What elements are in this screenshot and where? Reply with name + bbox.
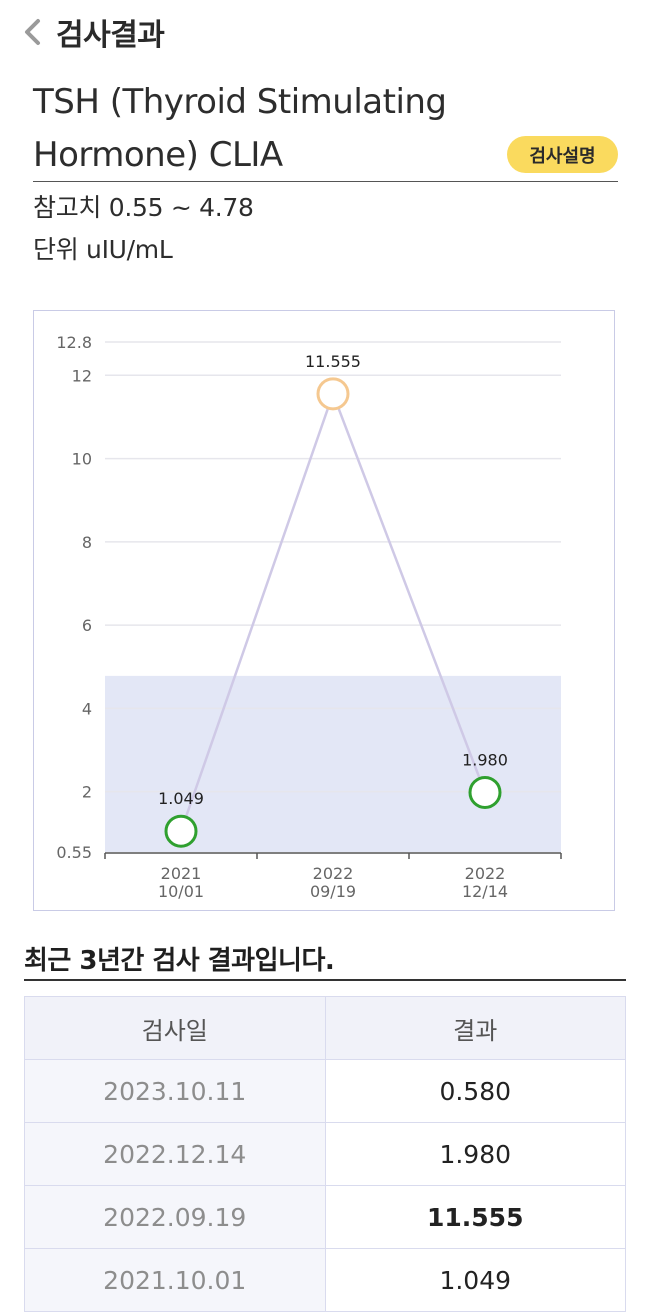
- data-point[interactable]: [164, 814, 198, 848]
- page-title: 검사결과: [56, 18, 165, 53]
- table-row: 2022.12.14 1.980: [24, 1122, 626, 1186]
- result-date-cell: 2022.09.19: [24, 1185, 326, 1249]
- table-row: 2021.10.01 1.049: [24, 1248, 626, 1312]
- result-value-cell: 1.980: [324, 1122, 626, 1186]
- result-date-cell: 2023.10.11: [24, 1059, 326, 1123]
- test-name: TSH (Thyroid Stimulating Hormone) CLIA: [33, 76, 503, 182]
- test-description-button[interactable]: 검사설명: [507, 136, 618, 173]
- y-tick-label: 6: [82, 616, 92, 635]
- table-row: 2022.09.19 11.555: [24, 1185, 626, 1249]
- result-date-cell: 2021.10.01: [24, 1248, 326, 1312]
- header: 검사결과: [0, 0, 648, 64]
- x-tick-label-year: 2021: [161, 864, 202, 883]
- result-date-cell: 2022.12.14: [24, 1122, 326, 1186]
- x-tick-label-date: 09/19: [310, 882, 356, 901]
- results-table: 검사일 결과 2023.10.11 0.580 2022.12.14 1.980 202…: [24, 996, 626, 1312]
- y-tick-label: 2: [82, 783, 92, 802]
- recent-results-title: 최근 3년간 검사 결과입니다.: [24, 946, 335, 976]
- unit-label: 단위 uIU/mL: [33, 235, 173, 264]
- y-tick-label: 4: [82, 699, 92, 718]
- result-value-cell: 1.049: [324, 1248, 626, 1312]
- reference-range-label: 참고치 0.55 ~ 4.78: [33, 193, 254, 222]
- x-tick-label-date: 10/01: [158, 882, 204, 901]
- x-tick-label-date: 12/14: [462, 882, 508, 901]
- y-tick-label: 12.8: [56, 333, 92, 352]
- test-name-line2: Hormone) CLIA: [33, 135, 283, 175]
- table-row: 2023.10.11 0.580: [24, 1059, 626, 1123]
- recent-results-divider: [24, 979, 626, 981]
- data-point[interactable]: [468, 775, 502, 809]
- test-name-line1: TSH (Thyroid Stimulating: [33, 82, 447, 122]
- data-label: 1.980: [462, 750, 508, 769]
- x-tick-label-year: 2022: [465, 864, 506, 883]
- result-chart: 12.8 12 10 8 6 4 2 0.55 2021 10/01 2022 09/19 2022 1…: [33, 310, 615, 911]
- y-tick-label: 10: [72, 450, 92, 469]
- data-label: 1.049: [158, 789, 204, 808]
- y-tick-label: 12: [72, 366, 92, 385]
- result-value-cell: 0.580: [324, 1059, 626, 1123]
- chevron-left-icon: [25, 19, 40, 45]
- data-label: 11.555: [305, 352, 361, 371]
- data-point[interactable]: [316, 377, 350, 411]
- back-button[interactable]: [18, 14, 48, 50]
- result-value-cell: 11.555: [324, 1185, 626, 1249]
- table-header-row: 검사일 결과: [24, 996, 626, 1060]
- column-header-date: 검사일: [24, 996, 326, 1060]
- y-tick-label: 8: [82, 533, 92, 552]
- x-tick-label-year: 2022: [313, 864, 354, 883]
- column-header-result: 결과: [324, 996, 626, 1060]
- y-tick-label: 0.55: [56, 843, 92, 862]
- title-divider: [33, 181, 618, 182]
